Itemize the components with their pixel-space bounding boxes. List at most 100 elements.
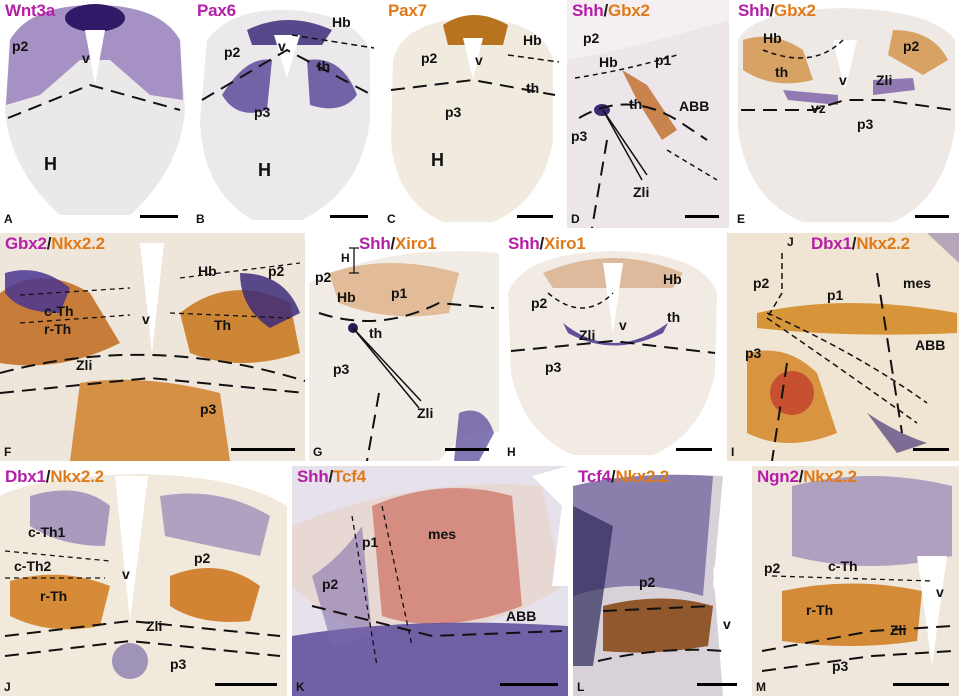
region-label: Hb xyxy=(763,30,782,46)
region-label: p2 xyxy=(753,275,770,291)
tissue-section xyxy=(567,0,729,228)
stain-1: Pax6 xyxy=(197,1,236,20)
panel-H: Shh/Xiro1 Hb p2 th Zli v p3 H xyxy=(503,233,722,461)
region-label: vz xyxy=(811,100,826,116)
stain-2: Gbx2 xyxy=(608,1,650,20)
stain-2: Tcf4 xyxy=(333,467,366,486)
region-label: th xyxy=(317,58,331,74)
scale-bar xyxy=(913,448,949,451)
region-label: H xyxy=(258,160,271,180)
stain-1: Dbx1 xyxy=(5,467,46,486)
region-label: p3 xyxy=(170,656,187,672)
scale-bar xyxy=(330,215,368,218)
region-label: p2 xyxy=(764,560,781,576)
region-label: th xyxy=(667,309,681,325)
stain-2: Nkx2.2 xyxy=(51,234,105,253)
stain-2: Nkx2.2 xyxy=(50,467,104,486)
region-label: H xyxy=(44,154,57,174)
region-label: p2 xyxy=(322,576,339,592)
region-label: mes xyxy=(428,526,457,542)
panel-L: Tcf4/Nkx2.2 p2 v L xyxy=(573,466,747,696)
region-label: ABB xyxy=(915,337,946,353)
scale-bar xyxy=(517,215,553,218)
region-label: c-Th1 xyxy=(28,524,66,540)
region-label: p1 xyxy=(655,52,672,68)
tissue-section xyxy=(503,233,722,461)
region-label: v xyxy=(82,50,90,66)
region-label: v xyxy=(723,616,731,632)
region-label: p2 xyxy=(903,38,920,54)
stain-1: Shh xyxy=(297,467,329,486)
panel-letter: C xyxy=(387,212,396,226)
tissue-section xyxy=(192,0,378,228)
region-label: p2 xyxy=(12,38,29,54)
panel-title: Pax7 xyxy=(388,1,427,21)
panel-title: Dbx1/Nkx2.2 xyxy=(5,467,104,486)
region-label: Hb xyxy=(198,263,217,279)
panel-M: Ngn2/Nkx2.2 p2 c-Th v r-Th Zli p3 M xyxy=(752,466,959,696)
region-label: p2 xyxy=(194,550,211,566)
stain-1: Wnt3a xyxy=(5,1,56,20)
region-label: v xyxy=(142,311,150,327)
region-label: ABB xyxy=(679,98,710,114)
stain-1: Dbx1 xyxy=(811,234,852,253)
region-label: Zli xyxy=(633,184,650,200)
panel-letter: J xyxy=(4,680,11,694)
panel-title: Shh/Xiro1 xyxy=(508,234,586,253)
region-label: v xyxy=(278,38,286,54)
tissue-section xyxy=(292,466,568,696)
region-label: p3 xyxy=(832,658,849,674)
region-label: c-Th xyxy=(828,558,858,574)
region-label: v xyxy=(936,584,944,600)
region-label: p3 xyxy=(333,361,350,377)
stain-1: Shh xyxy=(508,234,540,253)
stain-2: Xiro1 xyxy=(544,234,586,253)
region-label: p3 xyxy=(445,104,462,120)
panel-letter: K xyxy=(296,680,305,694)
stain-2: Nkx2.2 xyxy=(856,234,910,253)
scale-bar xyxy=(445,448,489,451)
region-label: p3 xyxy=(571,128,588,144)
region-label: p2 xyxy=(421,50,438,66)
region-label: v xyxy=(839,72,847,88)
panel-letter: A xyxy=(4,212,13,226)
stain-2: Nkx2.2 xyxy=(615,467,670,486)
panel-D: Shh/Gbx2 p2 Hb p1 th ABB p3 Zli D xyxy=(567,0,729,228)
panel-title: Shh/Gbx2 xyxy=(572,1,650,20)
region-label: Zli xyxy=(76,357,93,373)
region-label: Hb xyxy=(337,289,356,305)
panel-E: Shh/Gbx2 Hb p2 th v Zli vz p3 E xyxy=(733,0,959,228)
tissue-section xyxy=(727,233,959,461)
region-label: H xyxy=(431,150,444,170)
panel-title: Tcf4/Nkx2.2 xyxy=(578,467,670,486)
region-label: c-Th2 xyxy=(14,558,52,574)
stain-1: Ngn2 xyxy=(757,467,799,486)
panel-letter: L xyxy=(577,680,585,694)
region-label: r-Th xyxy=(44,321,72,337)
scale-bar xyxy=(500,683,558,686)
panel-title: Shh/Xiro1 xyxy=(359,234,437,253)
stain-2: Nkx2.2 xyxy=(803,467,857,486)
panel-title: Ngn2/Nkx2.2 xyxy=(757,467,857,486)
panel-title: Gbx2/Nkx2.2 xyxy=(5,234,105,253)
scale-bar xyxy=(140,215,178,218)
region-label: Hb xyxy=(523,32,542,48)
region-label: v xyxy=(122,566,130,582)
panel-C: Pax7 Hb p2 v th p3 H C xyxy=(383,0,563,228)
panel-title: Shh/Gbx2 xyxy=(738,1,816,20)
panel-K: Shh/Tcf4 mes p1 p2 ABB K xyxy=(292,466,568,696)
panel-letter: D xyxy=(571,212,580,226)
region-label: p3 xyxy=(857,116,874,132)
stain-1: Shh xyxy=(572,1,604,20)
stain-2: Xiro1 xyxy=(395,234,437,253)
panel-I: Dbx1/Nkx2.2 J p2 p1 mes ABB p3 I xyxy=(727,233,959,461)
stain-1: Gbx2 xyxy=(5,234,47,253)
scale-bar xyxy=(893,683,949,686)
panel-letter: B xyxy=(196,212,205,226)
panel-title: Dbx1/Nkx2.2 xyxy=(811,234,910,253)
region-label: th xyxy=(369,325,383,341)
scale-bar xyxy=(676,448,712,451)
stain-1: Shh xyxy=(359,234,391,253)
panel-title: Shh/Tcf4 xyxy=(297,467,366,486)
region-label: p2 xyxy=(224,44,241,60)
